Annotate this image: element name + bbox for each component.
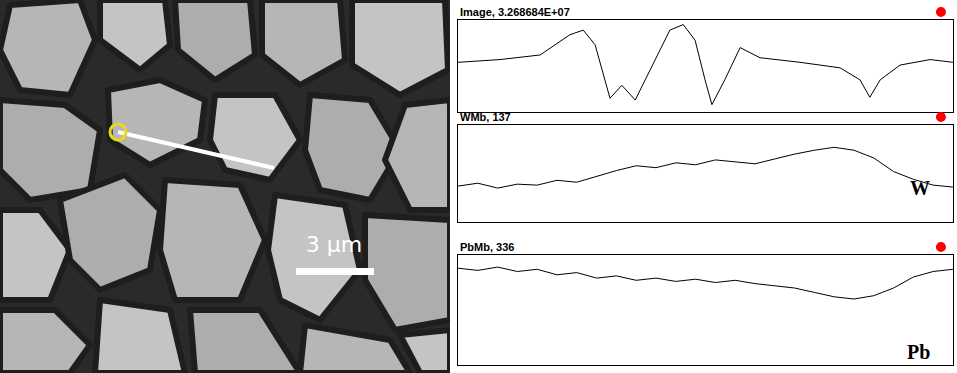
svg-text:Pb: Pb bbox=[907, 341, 930, 363]
svg-text:W: W bbox=[910, 177, 930, 199]
svg-text:3 µm: 3 µm bbox=[306, 232, 362, 257]
svg-text:Image, 3.268684E+07: Image, 3.268684E+07 bbox=[460, 6, 570, 18]
svg-text:PbMb, 336: PbMb, 336 bbox=[460, 241, 514, 253]
svg-text:WMb, 137: WMb, 137 bbox=[460, 111, 511, 123]
